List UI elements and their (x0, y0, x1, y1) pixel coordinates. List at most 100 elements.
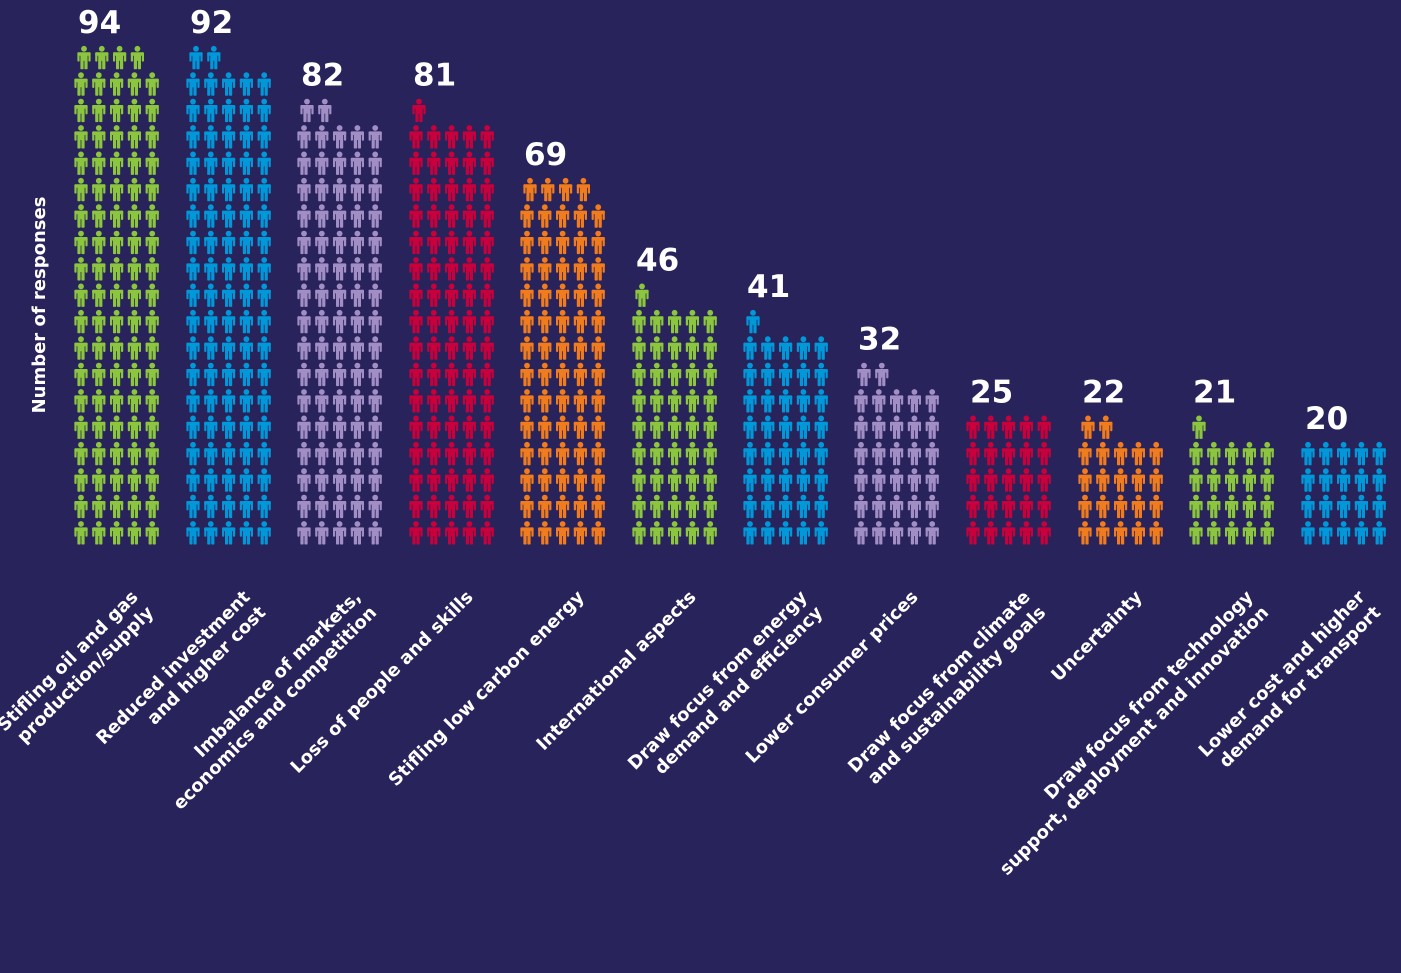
person-icon (556, 336, 570, 360)
person-icon (204, 125, 218, 149)
person-icon (668, 362, 682, 387)
person-icon (127, 389, 141, 413)
person-icon (1207, 441, 1221, 466)
person-icon (703, 362, 717, 387)
person-icon (591, 441, 605, 466)
person-icon (556, 494, 570, 519)
person-icon (1225, 494, 1239, 519)
person-icon (368, 204, 382, 228)
person-icon (650, 389, 664, 413)
person-icon (632, 362, 646, 387)
person-icon (207, 45, 221, 70)
person-icon (257, 204, 271, 228)
person-icon (779, 336, 793, 360)
person-icon (761, 468, 775, 492)
person-icon (703, 521, 717, 545)
person-icon (480, 468, 494, 492)
person-icon (92, 257, 106, 281)
person-icon (204, 362, 218, 387)
person-icon (854, 389, 868, 413)
person-icon (814, 441, 828, 466)
person-icon (204, 494, 218, 519)
person-icon (315, 177, 329, 202)
person-icon (92, 177, 106, 202)
person-icon (110, 98, 124, 123)
person-icon (1019, 494, 1033, 519)
person-icon (297, 283, 311, 307)
person-icon (145, 230, 159, 255)
person-icon (538, 230, 552, 255)
person-icon (409, 177, 423, 202)
person-icon (368, 389, 382, 413)
person-icon (576, 177, 590, 202)
person-icon (145, 98, 159, 123)
person-icon (145, 257, 159, 281)
person-icon (127, 468, 141, 492)
person-icon (239, 468, 253, 492)
person-icon (796, 415, 810, 439)
person-icon (890, 521, 904, 545)
person-icon (1242, 521, 1256, 545)
person-icon (685, 336, 699, 360)
person-icon (368, 309, 382, 334)
person-icon (523, 177, 537, 202)
bar-column (1078, 415, 1163, 545)
person-icon (650, 521, 664, 545)
person-icon (984, 521, 998, 545)
person-icon (573, 521, 587, 545)
person-icon (204, 336, 218, 360)
person-icon (297, 468, 311, 492)
person-icon (222, 415, 236, 439)
person-icon (145, 72, 159, 96)
person-icon (1099, 415, 1113, 439)
person-icon (556, 441, 570, 466)
person-icon (703, 309, 717, 334)
person-icon (222, 494, 236, 519)
person-icon (1019, 441, 1033, 466)
person-icon (632, 336, 646, 360)
person-icon (1078, 521, 1092, 545)
person-icon (297, 230, 311, 255)
person-icon (368, 283, 382, 307)
person-icon (1319, 494, 1333, 519)
person-icon (127, 441, 141, 466)
person-icon (222, 257, 236, 281)
person-icon (110, 389, 124, 413)
person-icon (92, 336, 106, 360)
person-icon (186, 362, 200, 387)
person-icon (1337, 494, 1351, 519)
y-axis-label: Number of responses (29, 197, 50, 414)
person-icon (573, 336, 587, 360)
person-icon (668, 468, 682, 492)
person-icon (703, 441, 717, 466)
person-icon (668, 336, 682, 360)
person-icon (145, 336, 159, 360)
person-icon (222, 441, 236, 466)
person-icon (890, 389, 904, 413)
person-icon (1078, 468, 1092, 492)
person-icon (257, 125, 271, 149)
person-icon (779, 415, 793, 439)
person-icon (1372, 494, 1386, 519)
bar-column (74, 45, 159, 545)
person-icon (409, 362, 423, 387)
person-icon (573, 494, 587, 519)
person-icon (966, 468, 980, 492)
person-icon (650, 415, 664, 439)
bar-column (186, 45, 271, 545)
person-icon (1301, 494, 1315, 519)
person-icon (632, 389, 646, 413)
person-icon (368, 468, 382, 492)
person-icon (1002, 415, 1016, 439)
person-icon (814, 336, 828, 360)
person-icon (350, 151, 364, 175)
person-icon (925, 389, 939, 413)
person-icon (127, 125, 141, 149)
person-icon (556, 362, 570, 387)
person-icon (925, 521, 939, 545)
person-icon (1037, 441, 1051, 466)
person-icon (541, 177, 555, 202)
person-icon (74, 362, 88, 387)
person-icon (204, 415, 218, 439)
person-icon (556, 415, 570, 439)
